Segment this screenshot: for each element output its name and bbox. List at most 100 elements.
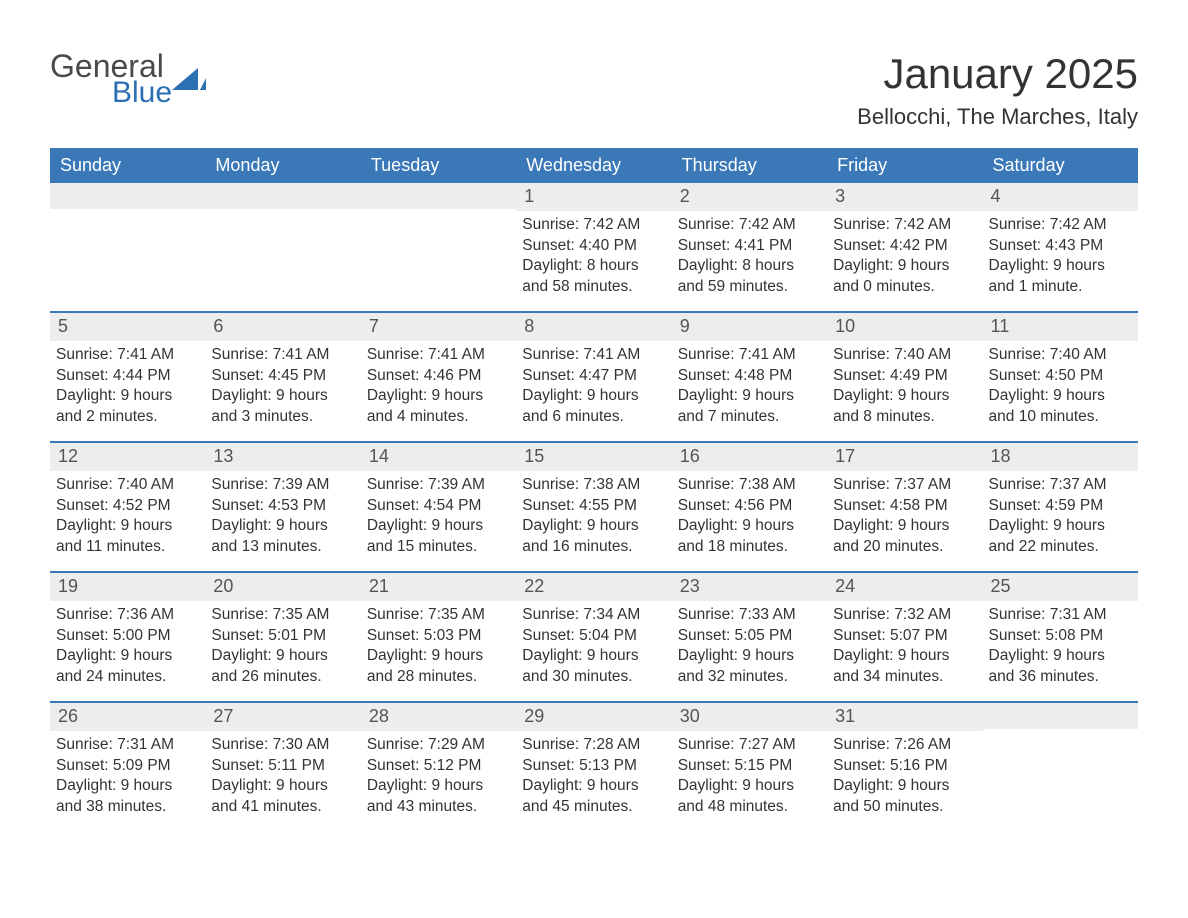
day-number: 11 xyxy=(983,313,1138,341)
daylight-text-1: Daylight: 9 hours xyxy=(56,516,199,537)
daylight-text-2: and 45 minutes. xyxy=(522,797,665,818)
sunset-text: Sunset: 4:48 PM xyxy=(678,366,821,387)
sunset-text: Sunset: 4:45 PM xyxy=(211,366,354,387)
sunrise-text: Sunrise: 7:35 AM xyxy=(211,605,354,626)
daylight-text-1: Daylight: 9 hours xyxy=(522,646,665,667)
day-number: 18 xyxy=(983,443,1138,471)
daylight-text-1: Daylight: 9 hours xyxy=(833,256,976,277)
day-cell: 8Sunrise: 7:41 AMSunset: 4:47 PMDaylight… xyxy=(516,313,671,441)
daylight-text-1: Daylight: 9 hours xyxy=(678,516,821,537)
day-cell: 13Sunrise: 7:39 AMSunset: 4:53 PMDayligh… xyxy=(205,443,360,571)
day-cell xyxy=(983,703,1138,831)
daylight-text-1: Daylight: 9 hours xyxy=(211,386,354,407)
calendar-grid: Sunday Monday Tuesday Wednesday Thursday… xyxy=(50,148,1138,831)
day-number: 22 xyxy=(516,573,671,601)
daylight-text-2: and 48 minutes. xyxy=(678,797,821,818)
day-number: 9 xyxy=(672,313,827,341)
brand-logo: General Blue xyxy=(50,50,210,108)
empty-day-header xyxy=(983,703,1138,729)
sunrise-text: Sunrise: 7:28 AM xyxy=(522,735,665,756)
daylight-text-2: and 58 minutes. xyxy=(522,277,665,298)
sunrise-text: Sunrise: 7:37 AM xyxy=(989,475,1132,496)
day-number: 27 xyxy=(205,703,360,731)
daylight-text-2: and 41 minutes. xyxy=(211,797,354,818)
daylight-text-1: Daylight: 9 hours xyxy=(367,386,510,407)
daylight-text-2: and 32 minutes. xyxy=(678,667,821,688)
day-cell: 1Sunrise: 7:42 AMSunset: 4:40 PMDaylight… xyxy=(516,183,671,311)
sunset-text: Sunset: 5:03 PM xyxy=(367,626,510,647)
daylight-text-1: Daylight: 9 hours xyxy=(56,776,199,797)
day-cell: 21Sunrise: 7:35 AMSunset: 5:03 PMDayligh… xyxy=(361,573,516,701)
sunset-text: Sunset: 4:52 PM xyxy=(56,496,199,517)
day-cell: 19Sunrise: 7:36 AMSunset: 5:00 PMDayligh… xyxy=(50,573,205,701)
day-number: 23 xyxy=(672,573,827,601)
sunset-text: Sunset: 4:59 PM xyxy=(989,496,1132,517)
sunset-text: Sunset: 5:07 PM xyxy=(833,626,976,647)
daylight-text-2: and 11 minutes. xyxy=(56,537,199,558)
sunset-text: Sunset: 4:55 PM xyxy=(522,496,665,517)
day-cell xyxy=(205,183,360,311)
day-number: 17 xyxy=(827,443,982,471)
sunset-text: Sunset: 5:04 PM xyxy=(522,626,665,647)
empty-day-header xyxy=(50,183,205,209)
daylight-text-1: Daylight: 9 hours xyxy=(833,646,976,667)
sunrise-text: Sunrise: 7:29 AM xyxy=(367,735,510,756)
sunset-text: Sunset: 4:53 PM xyxy=(211,496,354,517)
sunset-text: Sunset: 4:54 PM xyxy=(367,496,510,517)
day-cell: 12Sunrise: 7:40 AMSunset: 4:52 PMDayligh… xyxy=(50,443,205,571)
day-cell: 23Sunrise: 7:33 AMSunset: 5:05 PMDayligh… xyxy=(672,573,827,701)
day-cell: 28Sunrise: 7:29 AMSunset: 5:12 PMDayligh… xyxy=(361,703,516,831)
sunset-text: Sunset: 4:50 PM xyxy=(989,366,1132,387)
day-number: 5 xyxy=(50,313,205,341)
day-number: 13 xyxy=(205,443,360,471)
daylight-text-1: Daylight: 9 hours xyxy=(833,776,976,797)
sunrise-text: Sunrise: 7:40 AM xyxy=(989,345,1132,366)
sunrise-text: Sunrise: 7:40 AM xyxy=(833,345,976,366)
day-cell xyxy=(361,183,516,311)
day-details: Sunrise: 7:42 AMSunset: 4:41 PMDaylight:… xyxy=(672,211,827,307)
day-number: 7 xyxy=(361,313,516,341)
day-cell: 30Sunrise: 7:27 AMSunset: 5:15 PMDayligh… xyxy=(672,703,827,831)
daylight-text-1: Daylight: 9 hours xyxy=(522,386,665,407)
sunset-text: Sunset: 4:40 PM xyxy=(522,236,665,257)
calendar-page: General Blue January 2025 Bellocchi, The… xyxy=(0,0,1188,871)
day-cell: 5Sunrise: 7:41 AMSunset: 4:44 PMDaylight… xyxy=(50,313,205,441)
daylight-text-2: and 4 minutes. xyxy=(367,407,510,428)
sunset-text: Sunset: 5:16 PM xyxy=(833,756,976,777)
daylight-text-2: and 2 minutes. xyxy=(56,407,199,428)
sunrise-text: Sunrise: 7:41 AM xyxy=(678,345,821,366)
day-number: 29 xyxy=(516,703,671,731)
week-row: 5Sunrise: 7:41 AMSunset: 4:44 PMDaylight… xyxy=(50,311,1138,441)
day-details: Sunrise: 7:36 AMSunset: 5:00 PMDaylight:… xyxy=(50,601,205,697)
month-title: January 2025 xyxy=(857,50,1138,98)
daylight-text-1: Daylight: 9 hours xyxy=(678,646,821,667)
sunset-text: Sunset: 5:01 PM xyxy=(211,626,354,647)
daylight-text-1: Daylight: 9 hours xyxy=(211,516,354,537)
day-details: Sunrise: 7:33 AMSunset: 5:05 PMDaylight:… xyxy=(672,601,827,697)
sunset-text: Sunset: 5:08 PM xyxy=(989,626,1132,647)
daylight-text-1: Daylight: 9 hours xyxy=(989,386,1132,407)
day-cell: 16Sunrise: 7:38 AMSunset: 4:56 PMDayligh… xyxy=(672,443,827,571)
day-cell: 6Sunrise: 7:41 AMSunset: 4:45 PMDaylight… xyxy=(205,313,360,441)
day-details: Sunrise: 7:41 AMSunset: 4:48 PMDaylight:… xyxy=(672,341,827,437)
sunrise-text: Sunrise: 7:38 AM xyxy=(522,475,665,496)
sunrise-text: Sunrise: 7:42 AM xyxy=(678,215,821,236)
day-cell: 31Sunrise: 7:26 AMSunset: 5:16 PMDayligh… xyxy=(827,703,982,831)
day-details: Sunrise: 7:31 AMSunset: 5:09 PMDaylight:… xyxy=(50,731,205,827)
daylight-text-2: and 16 minutes. xyxy=(522,537,665,558)
sunset-text: Sunset: 5:12 PM xyxy=(367,756,510,777)
sunset-text: Sunset: 4:49 PM xyxy=(833,366,976,387)
day-number: 6 xyxy=(205,313,360,341)
day-cell: 20Sunrise: 7:35 AMSunset: 5:01 PMDayligh… xyxy=(205,573,360,701)
day-number: 30 xyxy=(672,703,827,731)
daylight-text-1: Daylight: 9 hours xyxy=(56,386,199,407)
daylight-text-2: and 15 minutes. xyxy=(367,537,510,558)
day-cell: 22Sunrise: 7:34 AMSunset: 5:04 PMDayligh… xyxy=(516,573,671,701)
sunrise-text: Sunrise: 7:26 AM xyxy=(833,735,976,756)
day-details: Sunrise: 7:39 AMSunset: 4:54 PMDaylight:… xyxy=(361,471,516,567)
sunrise-text: Sunrise: 7:41 AM xyxy=(56,345,199,366)
day-cell: 11 Sunrise: 7:40 AMSunset: 4:50 PMDayligh… xyxy=(983,313,1138,441)
daylight-text-1: Daylight: 9 hours xyxy=(678,776,821,797)
sunset-text: Sunset: 5:13 PM xyxy=(522,756,665,777)
sunset-text: Sunset: 5:00 PM xyxy=(56,626,199,647)
